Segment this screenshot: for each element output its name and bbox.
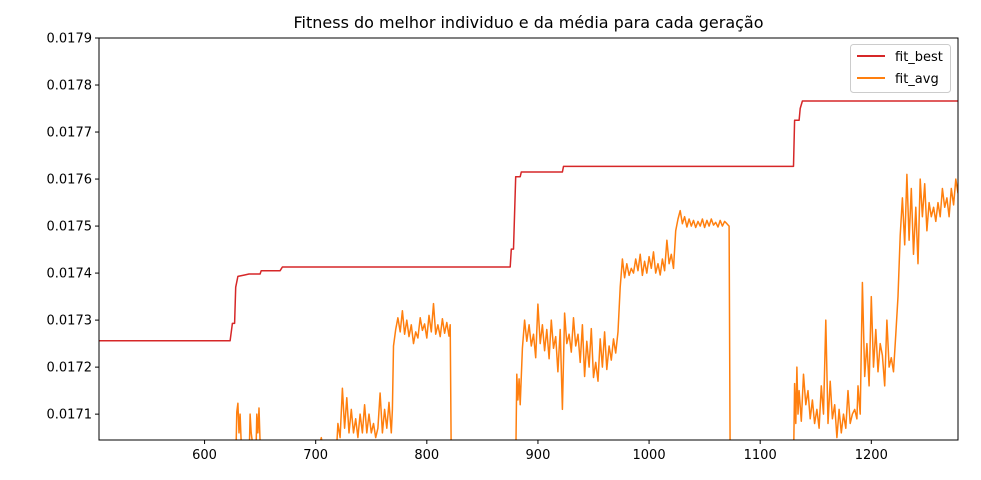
x-tick-label: 900 (526, 448, 551, 463)
y-tick-label: 0.0178 (47, 79, 93, 94)
plot-frame (98, 37, 959, 441)
legend-label-fit-best: fit_best (895, 50, 943, 65)
legend: fit_best fit_avg (850, 44, 951, 93)
legend-label-fit-avg: fit_avg (895, 72, 939, 87)
x-axis: 600 700 800 900 1000 1100 1200 (192, 440, 888, 463)
y-tick-label: 0.0176 (47, 173, 93, 188)
x-tick-label: 800 (414, 448, 439, 463)
y-tick-label: 0.0174 (47, 267, 93, 282)
x-tick-label: 1200 (855, 448, 888, 463)
x-tick-label: 1100 (744, 448, 777, 463)
chart-title: Fitness do melhor individuo e da média p… (293, 13, 763, 32)
y-axis: 0.0171 0.0172 0.0173 0.0174 0.0175 0.0176 0.01… (47, 32, 99, 423)
y-tick-label: 0.0175 (47, 220, 93, 235)
x-tick-label: 600 (192, 448, 217, 463)
y-tick-label: 0.0172 (47, 361, 93, 376)
y-tick-label: 0.0171 (47, 408, 93, 423)
series-layer (99, 100, 958, 440)
series-line-fit-best (99, 100, 958, 342)
y-tick-label: 0.0179 (47, 32, 93, 47)
x-tick-label: 700 (303, 448, 328, 463)
series-line-fit-avg (235, 173, 958, 440)
x-tick-label: 1000 (633, 448, 666, 463)
y-tick-label: 0.0177 (47, 126, 93, 141)
y-tick-label: 0.0173 (47, 314, 93, 329)
